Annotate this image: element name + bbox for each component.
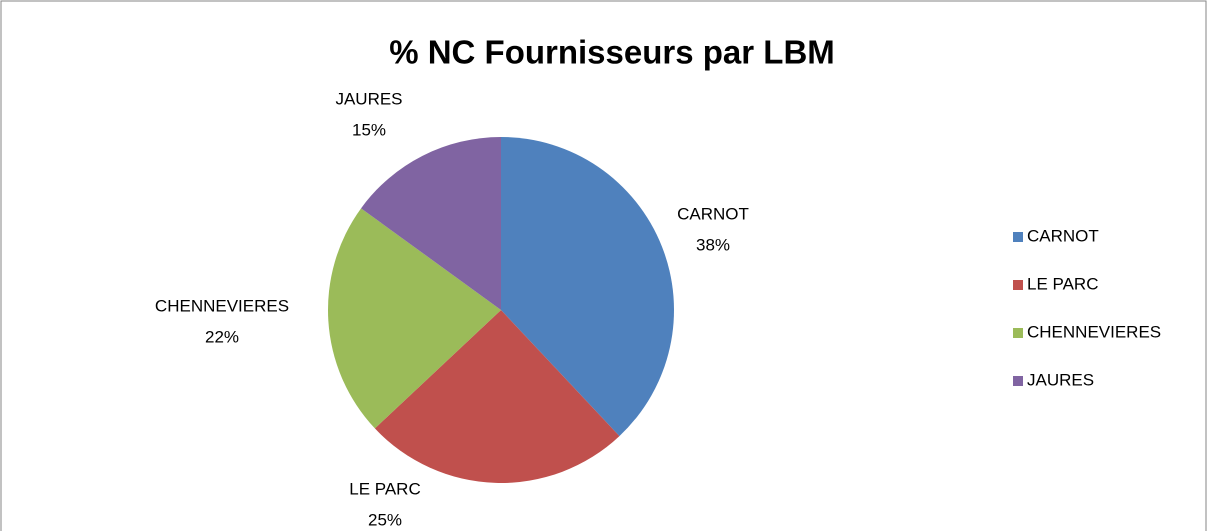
data-label-value: 25% bbox=[368, 510, 402, 529]
data-label-category: CHENNEVIERES bbox=[155, 296, 289, 315]
legend-swatch bbox=[1013, 280, 1023, 290]
legend-swatch bbox=[1013, 376, 1023, 386]
legend-label: LE PARC bbox=[1027, 274, 1099, 293]
data-label-value: 38% bbox=[696, 235, 730, 254]
pie-slice bbox=[501, 137, 674, 437]
legend-swatch bbox=[1013, 328, 1023, 338]
data-label-category: CARNOT bbox=[677, 204, 749, 223]
pie-slice bbox=[328, 208, 501, 429]
legend-label: CARNOT bbox=[1027, 226, 1099, 245]
chart-title: % NC Fournisseurs par LBM bbox=[389, 34, 835, 71]
data-label-value: 22% bbox=[205, 327, 239, 346]
legend-swatch bbox=[1013, 232, 1023, 242]
legend-label: CHENNEVIERES bbox=[1027, 322, 1161, 341]
pie-slice bbox=[374, 310, 620, 483]
pie-slice bbox=[361, 137, 501, 310]
data-label-value: 15% bbox=[352, 120, 386, 139]
data-label-category: JAURES bbox=[335, 89, 402, 108]
data-label-category: LE PARC bbox=[349, 479, 421, 498]
legend-label: JAURES bbox=[1027, 370, 1094, 389]
